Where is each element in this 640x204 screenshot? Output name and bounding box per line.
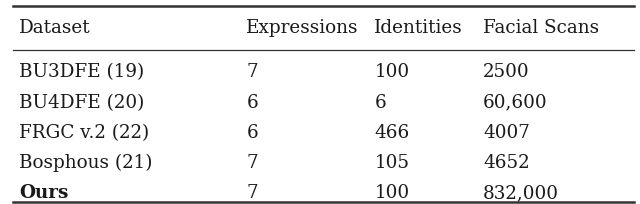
Text: BU4DFE (20): BU4DFE (20) <box>19 94 145 112</box>
Text: 7: 7 <box>246 184 258 202</box>
Text: 6: 6 <box>246 124 258 142</box>
Text: 100: 100 <box>374 63 410 81</box>
Text: 6: 6 <box>246 94 258 112</box>
Text: 7: 7 <box>246 154 258 172</box>
Text: 832,000: 832,000 <box>483 184 559 202</box>
Text: Identities: Identities <box>374 19 463 37</box>
Text: 466: 466 <box>374 124 410 142</box>
Text: FRGC v.2 (22): FRGC v.2 (22) <box>19 124 150 142</box>
Text: 4007: 4007 <box>483 124 530 142</box>
Text: Bosphous (21): Bosphous (21) <box>19 154 153 172</box>
Text: 100: 100 <box>374 184 410 202</box>
Text: 2500: 2500 <box>483 63 530 81</box>
Text: BU3DFE (19): BU3DFE (19) <box>19 63 145 81</box>
Text: Facial Scans: Facial Scans <box>483 19 599 37</box>
Text: 7: 7 <box>246 63 258 81</box>
Text: Expressions: Expressions <box>246 19 359 37</box>
Text: Ours: Ours <box>19 184 68 202</box>
Text: Dataset: Dataset <box>19 19 91 37</box>
Text: 105: 105 <box>374 154 410 172</box>
Text: 4652: 4652 <box>483 154 530 172</box>
Text: 6: 6 <box>374 94 386 112</box>
Text: 60,600: 60,600 <box>483 94 548 112</box>
